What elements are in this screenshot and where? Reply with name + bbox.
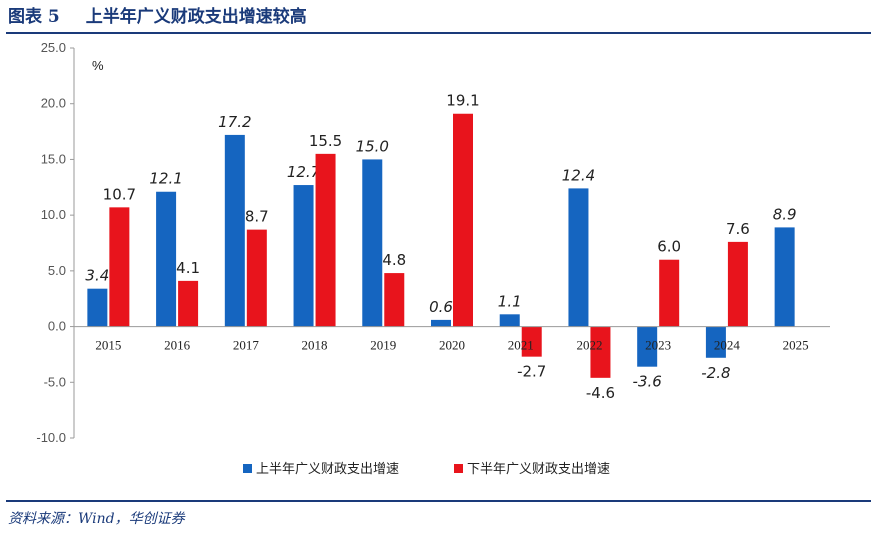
x-category-label: 2022	[576, 338, 602, 353]
h1-data-label: 12.1	[149, 170, 182, 188]
figure-title: 图表 5 上半年广义财政支出增速较高	[8, 4, 307, 30]
x-category-label: 2015	[95, 338, 121, 353]
x-category-label: 2017	[233, 338, 260, 353]
x-category-label: 2021	[508, 338, 534, 353]
h2-data-label: 4.1	[176, 259, 200, 277]
h2-data-label: 7.6	[726, 220, 750, 238]
x-category-label: 2020	[439, 338, 465, 353]
y-tick-label: 15.0	[41, 151, 66, 166]
h1-bar	[293, 185, 314, 327]
h1-data-label: 8.9	[773, 205, 797, 223]
h1-bar	[637, 326, 658, 367]
legend-swatch-h2	[454, 464, 463, 473]
legend-label-h2: 下半年广义财政支出增速	[467, 462, 610, 477]
h1-data-label: -3.6	[633, 373, 662, 391]
x-category-label: 2025	[783, 338, 809, 353]
h1-bar	[705, 326, 726, 358]
h2-bar	[521, 326, 542, 357]
bar-chart: 25.0 20.0 15.0 10.0 5.0 0.0 -5.0 -10.0% 3.4 10.7 2…	[36, 40, 830, 477]
h1-data-label: 17.2	[218, 113, 251, 131]
h1-bar	[224, 134, 245, 327]
h1-data-label: 3.4	[85, 267, 109, 285]
h1-data-label: 1.1	[498, 292, 522, 310]
y-tick-label: 10.0	[41, 207, 66, 222]
h2-bar	[109, 207, 130, 327]
h2-bar	[178, 280, 199, 327]
h1-data-label: 12.4	[562, 166, 595, 184]
h1-bar	[568, 188, 589, 327]
top-rule	[6, 32, 871, 34]
h2-data-label: 10.7	[103, 185, 136, 203]
h2-bar	[590, 326, 611, 378]
unit-label: %	[92, 58, 104, 73]
h1-bar	[156, 191, 177, 327]
x-category-label: 2018	[302, 338, 328, 353]
h2-bar	[453, 113, 473, 327]
h2-data-label: -4.6	[586, 384, 615, 402]
h2-data-label: -2.7	[517, 363, 546, 381]
y-tick-label: -5.0	[44, 374, 66, 389]
h2-bar	[315, 153, 336, 327]
h2-bar	[384, 273, 405, 327]
y-tick-label: 20.0	[41, 96, 66, 111]
y-tick-label: 5.0	[48, 263, 66, 278]
h1-bar	[362, 159, 383, 327]
h1-bar	[499, 314, 520, 327]
h2-bar	[727, 241, 748, 327]
x-category-label: 2019	[370, 338, 396, 353]
source-note: 资料来源：Wind，华创证券	[8, 511, 185, 527]
y-tick-label: -10.0	[36, 430, 66, 445]
x-category-label: 2016	[164, 338, 191, 353]
x-category-label: 2024	[714, 338, 741, 353]
h2-bar	[246, 229, 267, 327]
bottom-rule	[6, 500, 871, 502]
legend-label-h1: 上半年广义财政支出增速	[256, 462, 399, 477]
h1-data-label: -2.8	[701, 364, 730, 382]
h2-data-label: 6.0	[657, 238, 681, 256]
figure-label: 图表 5	[8, 7, 60, 27]
h1-bar	[431, 319, 451, 327]
h2-bar	[659, 259, 680, 327]
h2-data-label: 4.8	[382, 251, 406, 269]
h1-bar	[87, 288, 108, 327]
h1-data-label: 12.7	[287, 163, 321, 181]
x-category-label: 2023	[645, 338, 671, 353]
h2-data-label: 15.5	[309, 132, 342, 150]
h1-bar	[774, 227, 795, 327]
y-tick-label: 25.0	[41, 40, 66, 55]
h2-data-label: 8.7	[245, 208, 269, 226]
h1-data-label: 15.0	[356, 137, 389, 155]
legend-swatch-h1	[243, 464, 252, 473]
figure-title-text: 上半年广义财政支出增速较高	[85, 7, 307, 27]
h1-data-label: 0.6	[429, 298, 453, 316]
h2-data-label: 19.1	[446, 92, 479, 110]
y-tick-label: 0.0	[48, 319, 66, 334]
